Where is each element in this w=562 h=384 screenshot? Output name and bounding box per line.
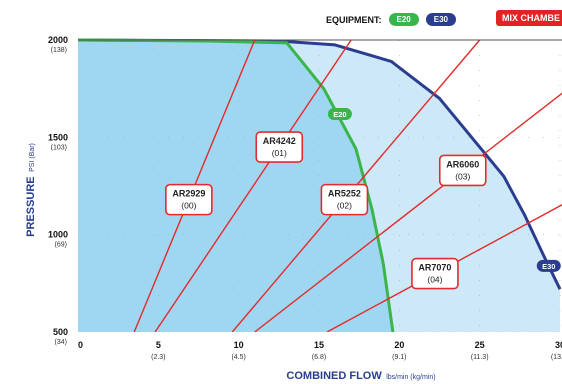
mix-label-ar6060: AR6060 (03) [438, 154, 487, 187]
mix-label-ar5252: AR5252 (02) [320, 183, 369, 216]
x-tick-label: 25 [475, 340, 485, 350]
plot-area [78, 38, 562, 332]
mix-label-box [411, 257, 459, 290]
x-tick-label: 0 [78, 340, 83, 350]
mix-label-name: AR4242 [263, 136, 296, 146]
x-tick-label: 15 [314, 340, 324, 350]
curve-tag-e20-text: E20 [333, 110, 346, 119]
legend-badge-e30[interactable]: E30 [425, 13, 456, 26]
curve-tag-e20: E20 [327, 107, 352, 120]
y-tick-sublabel: (138) [51, 47, 67, 54]
y-axis-units: PSI (Bar) [29, 143, 36, 172]
mix-label-ar2929: AR2929 (00) [165, 183, 213, 216]
x-tick-label: 20 [394, 340, 404, 350]
mix-label-box [255, 131, 304, 163]
x-tick-sublabel: (9.1) [392, 354, 406, 361]
legend-badge-e20[interactable]: E20 [388, 13, 419, 26]
y-tick-label: 1500 [48, 132, 68, 142]
mix-label-code: (03) [455, 171, 470, 181]
mix-line-ar4242 [154, 39, 352, 332]
mix-label-code: (04) [427, 275, 442, 285]
y-tick-sublabel: (34) [55, 339, 67, 346]
mix-label-name: AR2929 [172, 189, 205, 199]
mix-label-box [165, 183, 213, 216]
x-tick-sublabel: (11.3) [471, 354, 489, 361]
mix-label-name: AR6060 [446, 159, 479, 169]
mix-label-name: AR5252 [328, 189, 361, 199]
y-axis-label: PRESSURE [25, 176, 37, 237]
mix-label-code: (01) [272, 148, 287, 158]
equipment-legend: EQUIPMENT: E20 E30 [326, 13, 456, 26]
mix-label-name: AR7070 [418, 263, 451, 273]
y-axis-title: PRESSURE PSI (Bar) [21, 143, 39, 237]
x-tick-sublabel: (2.3) [151, 354, 165, 361]
x-tick-label: 30 [555, 340, 562, 350]
y-tick-label: 500 [53, 327, 68, 337]
y-tick-label: 1000 [48, 230, 68, 240]
x-tick-label: 5 [156, 340, 161, 350]
mix-label-code: (02) [337, 201, 352, 211]
equipment-label: EQUIPMENT: [326, 14, 382, 25]
mix-label-code: (00) [181, 201, 196, 211]
mix-line-ar6060 [254, 92, 562, 332]
mix-label-box [438, 154, 487, 187]
curve-e30 [78, 38, 562, 290]
x-tick-sublabel: (4.5) [231, 354, 245, 361]
area-e20 [78, 40, 393, 332]
mix-label-ar4242: AR4242 (01) [255, 131, 304, 163]
y-tick-sublabel: (103) [51, 144, 67, 151]
x-tick-label: 10 [234, 340, 244, 350]
curve-tag-e20-pill [327, 107, 352, 120]
mix-label-box [320, 183, 369, 216]
x-tick-sublabel: (6.8) [312, 354, 326, 361]
y-tick-sublabel: (69) [55, 242, 67, 249]
y-tick-label: 2000 [48, 35, 68, 45]
x-axis-units: lbs/min (kg/min) [386, 374, 436, 381]
curve-tag-e30-text: E30 [542, 262, 555, 271]
mix-label-ar7070: AR7070 (04) [411, 257, 459, 290]
mix-chamber-button[interactable]: MIX CHAMBE [496, 10, 562, 26]
x-tick-sublabel: (13.6) [551, 354, 562, 361]
x-axis-title: COMBINED FLOW lbs/min (kg/min) [0, 366, 562, 384]
x-axis-label: COMBINED FLOW [286, 370, 382, 382]
curve-tag-e30: E30 [536, 259, 561, 272]
curve-tag-e30-pill [536, 259, 561, 272]
